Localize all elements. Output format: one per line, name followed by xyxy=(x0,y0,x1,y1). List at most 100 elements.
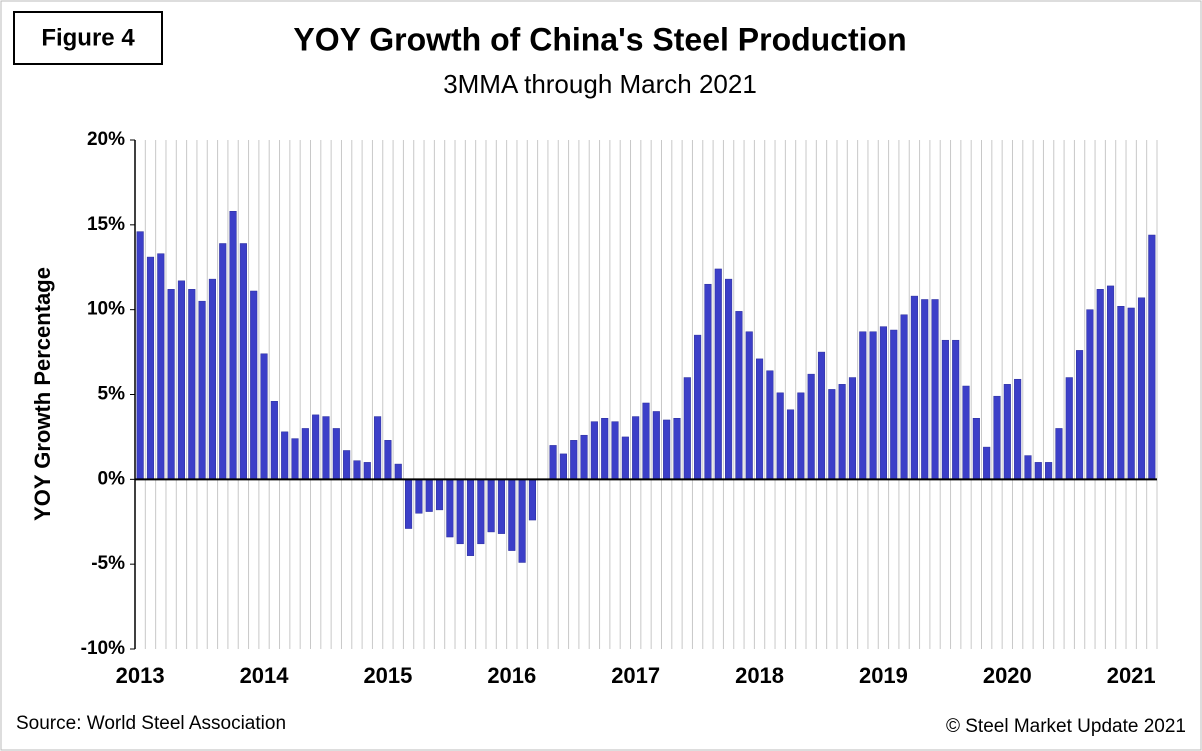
bar xyxy=(869,331,877,480)
bar xyxy=(146,256,155,480)
bar xyxy=(487,479,495,533)
bar xyxy=(1137,297,1146,480)
bar xyxy=(1117,306,1125,480)
bar xyxy=(167,289,175,480)
bar xyxy=(704,283,712,480)
x-tick-label: 2017 xyxy=(611,663,660,688)
y-tick-label: -5% xyxy=(91,553,125,574)
bar xyxy=(983,446,991,480)
x-tick-label: 2018 xyxy=(735,663,784,688)
bar xyxy=(559,453,567,480)
bar xyxy=(497,479,506,534)
bar xyxy=(952,339,960,480)
bar xyxy=(518,479,526,563)
bar xyxy=(260,353,268,480)
bar xyxy=(177,280,186,480)
bar xyxy=(879,326,887,480)
x-tick-label: 2015 xyxy=(363,663,412,688)
y-tick-label: -10% xyxy=(81,638,125,659)
bar xyxy=(663,419,671,480)
bar xyxy=(683,377,691,480)
bar xyxy=(1148,234,1156,480)
bar xyxy=(807,373,815,480)
chart-subtitle: 3MMA through March 2021 xyxy=(443,69,757,99)
bar xyxy=(797,392,805,480)
bar xyxy=(611,421,619,480)
bar xyxy=(394,463,402,480)
x-tick-label: 2013 xyxy=(116,663,165,688)
bar xyxy=(332,428,340,480)
bar xyxy=(735,311,743,480)
bar xyxy=(363,462,371,480)
bar xyxy=(1096,289,1104,480)
bar xyxy=(745,331,753,480)
bar xyxy=(848,377,857,480)
bar xyxy=(725,278,733,480)
figure-label: Figure 4 xyxy=(41,24,135,51)
bar xyxy=(270,401,278,480)
bar xyxy=(1106,285,1115,480)
bar xyxy=(890,329,898,480)
bar xyxy=(157,253,165,480)
bar xyxy=(1086,309,1094,480)
bar xyxy=(301,428,309,480)
y-tick-label: 5% xyxy=(98,384,126,405)
x-tick-label: 2019 xyxy=(859,663,908,688)
figure-box xyxy=(13,11,163,65)
bar xyxy=(343,450,351,480)
bar xyxy=(1076,350,1084,480)
bar xyxy=(425,479,433,512)
y-tick-label: 10% xyxy=(87,299,125,320)
x-tick-label: 2020 xyxy=(983,663,1032,688)
bar xyxy=(1034,462,1042,480)
bar xyxy=(1065,377,1073,480)
bar xyxy=(714,268,722,480)
bar xyxy=(621,436,629,480)
bar xyxy=(766,370,774,480)
bar xyxy=(1024,455,1032,480)
bar xyxy=(601,418,609,480)
bar xyxy=(198,300,206,480)
bar xyxy=(384,440,392,480)
bar xyxy=(817,351,826,480)
bar xyxy=(435,479,444,511)
credit: © Steel Market Update 2021 xyxy=(946,716,1186,737)
bar xyxy=(208,278,216,480)
source: Source: World Steel Association xyxy=(16,713,286,734)
bar xyxy=(642,402,650,480)
bar xyxy=(322,416,330,480)
bar xyxy=(941,339,949,480)
y-tick-label: 20% xyxy=(87,129,125,150)
bar xyxy=(570,440,578,480)
bar xyxy=(900,314,908,480)
bar xyxy=(931,299,939,480)
x-tick-label: 2016 xyxy=(487,663,536,688)
bar xyxy=(466,479,475,556)
bar xyxy=(632,416,640,480)
bar xyxy=(477,479,485,545)
chart-title: YOY Growth of China's Steel Production xyxy=(293,21,906,57)
bar xyxy=(508,479,516,551)
bar xyxy=(291,438,299,480)
bar xyxy=(993,395,1001,480)
bar xyxy=(549,445,557,480)
bar xyxy=(786,409,795,480)
bar xyxy=(590,421,598,480)
bar xyxy=(1055,428,1063,480)
bar xyxy=(962,385,970,480)
bar xyxy=(374,416,382,480)
bar xyxy=(353,460,361,480)
bar xyxy=(188,289,196,480)
bar xyxy=(219,243,227,480)
bar xyxy=(239,243,247,480)
bar xyxy=(528,479,536,521)
x-tick-label: 2014 xyxy=(240,663,290,688)
bar xyxy=(456,479,464,545)
bar xyxy=(694,334,702,480)
bar xyxy=(859,331,867,480)
bar xyxy=(229,211,237,480)
bar xyxy=(1127,307,1135,480)
bar xyxy=(776,392,784,480)
bar xyxy=(405,479,413,529)
